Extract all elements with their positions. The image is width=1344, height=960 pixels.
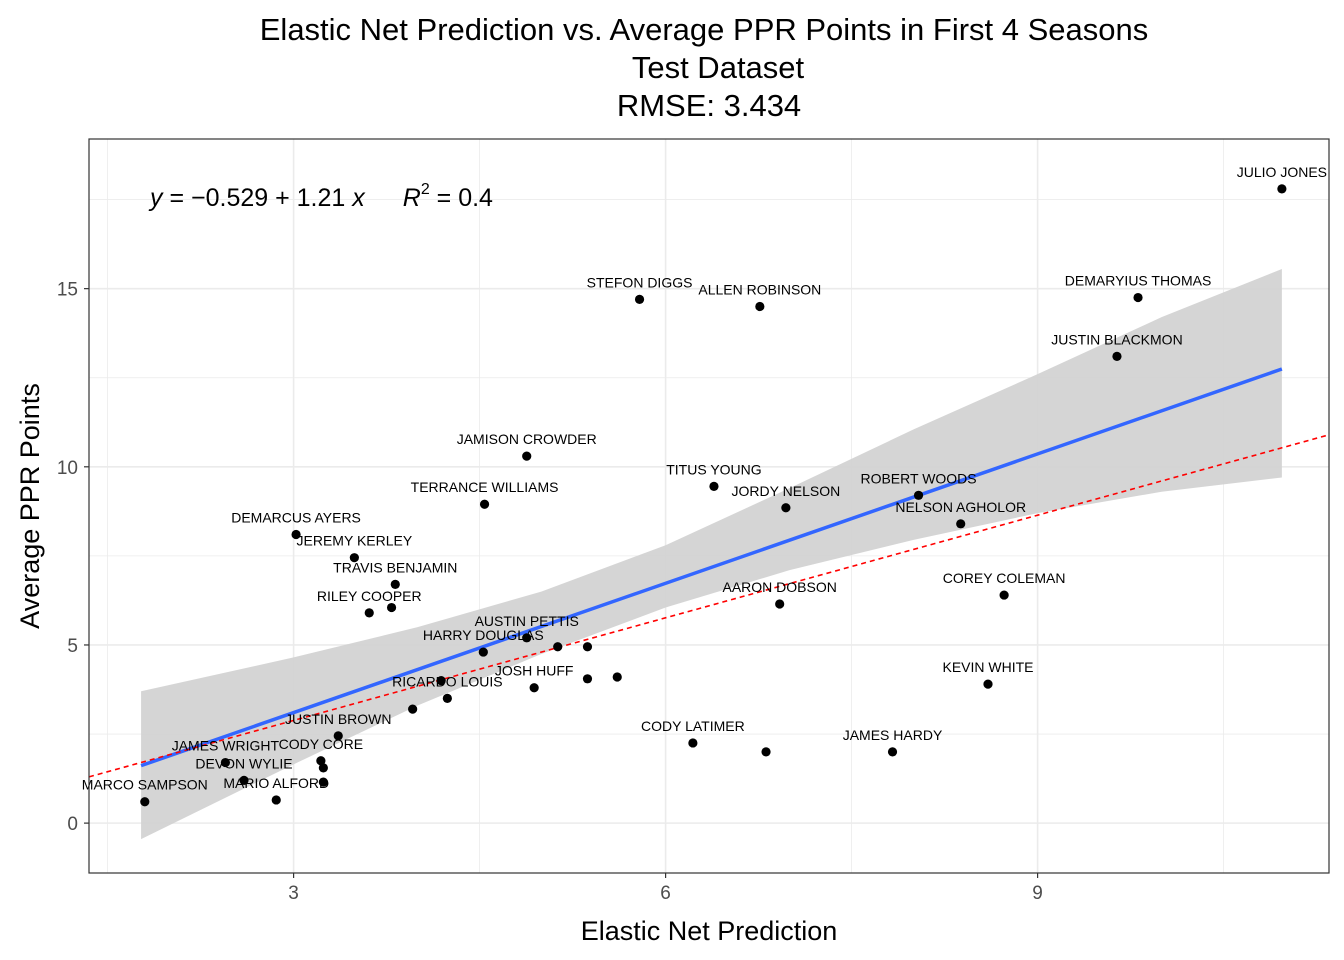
data-point <box>761 747 771 757</box>
point-label: CODY LATIMER <box>641 718 745 734</box>
data-point <box>1133 292 1143 303</box>
point-label: JAMES HARDY <box>843 727 943 743</box>
x-tick-label: 3 <box>288 883 299 904</box>
data-point <box>688 738 698 748</box>
data-point <box>522 633 532 643</box>
y-tick-label: 10 <box>57 458 78 479</box>
point-label: TERRANCE WILLIAMS <box>411 479 559 495</box>
data-point <box>318 763 328 773</box>
data-point <box>140 797 150 807</box>
equation-x: x <box>351 184 366 212</box>
point-label: NELSON AGHOLOR <box>895 499 1026 515</box>
data-point <box>529 683 539 693</box>
data-point <box>983 679 993 689</box>
point-label: DEMARCUS AYERS <box>231 510 361 526</box>
point-label: RICARDO LOUIS <box>392 673 502 689</box>
point-label: JAMES WRIGHT <box>172 738 280 754</box>
data-point <box>612 672 622 682</box>
data-point <box>349 553 359 563</box>
data-point <box>436 675 446 686</box>
panel-border <box>88 138 1330 874</box>
data-point <box>333 731 343 741</box>
data-point <box>522 451 532 461</box>
data-point <box>316 756 326 766</box>
data-point <box>478 647 488 657</box>
point-label: JAMISON CROWDER <box>457 431 597 447</box>
confidence-ribbon <box>141 269 1282 840</box>
data-point <box>271 795 281 805</box>
point-label: TRAVIS BENJAMIN <box>333 559 457 575</box>
point-label: JULIO JONES <box>1237 164 1327 180</box>
data-point <box>239 775 249 785</box>
x-axis-title: Elastic Net Prediction <box>581 916 838 946</box>
chart-subtitle: Test Dataset <box>632 50 805 85</box>
point-label: KEVIN WHITE <box>942 659 1033 675</box>
point-label: HARRY DOUGLAS <box>423 627 544 643</box>
data-point <box>291 529 301 540</box>
data-point <box>582 674 593 684</box>
point-labels: JULIO JONES DEMARYIUS THOMAS JUSTIN BLACKM… <box>82 164 1327 793</box>
regression-equation: y = −0.529 + 1.21 x R2 = 0.4 <box>148 181 493 212</box>
point-label: ALLEN ROBINSON <box>698 281 821 297</box>
x-tick-label: 9 <box>1032 883 1043 904</box>
point-label: STEFON DIGGS <box>587 274 693 290</box>
equation-body: = −0.529 + 1.21 <box>163 184 353 212</box>
data-point <box>887 747 898 757</box>
data-point <box>553 642 563 652</box>
point-label: CODY CORE <box>279 736 364 752</box>
data-point <box>442 693 452 704</box>
data-points <box>140 184 1287 807</box>
data-point <box>582 642 593 652</box>
y-tick-label: 15 <box>57 280 78 301</box>
point-label: TITUS YOUNG <box>666 461 761 477</box>
point-label: MARCO SAMPSON <box>82 777 208 793</box>
trend-lines <box>88 367 1330 778</box>
point-label: DEMARYIUS THOMAS <box>1065 273 1212 289</box>
axis-ticks: 3 6 9 0 5 10 15 <box>57 280 1043 904</box>
regression-line <box>140 367 1283 768</box>
equation-r-value: = 0.4 <box>430 184 493 212</box>
data-point <box>634 294 645 304</box>
data-point <box>956 519 966 529</box>
data-point <box>1277 184 1287 194</box>
data-point <box>775 599 785 609</box>
x-tick-label: 6 <box>660 883 671 904</box>
data-point <box>709 481 719 492</box>
equation-r-exponent: 2 <box>421 181 430 198</box>
y-axis-title: Average PPR Points <box>15 383 45 629</box>
data-point <box>390 579 400 589</box>
point-label: RILEY COOPER <box>317 588 422 604</box>
point-label: JUSTIN BLACKMON <box>1051 331 1182 347</box>
data-point <box>408 704 418 714</box>
point-label: ROBERT WOODS <box>860 470 976 486</box>
data-point <box>755 301 765 312</box>
data-point <box>999 590 1009 600</box>
equation-r: R <box>403 184 421 212</box>
point-label: COREY COLEMAN <box>943 570 1066 586</box>
reference-line <box>88 434 1330 778</box>
data-point <box>1112 351 1122 361</box>
confidence-band <box>141 269 1282 840</box>
point-label: JOSH HUFF <box>495 663 574 679</box>
data-point <box>913 490 924 500</box>
point-label: AUSTIN PETTIS <box>475 613 579 629</box>
point-label: AARON DOBSON <box>723 579 837 595</box>
chart-rmse: RMSE: 3.434 <box>617 88 801 123</box>
equation-y: y <box>148 184 164 212</box>
y-tick-label: 0 <box>67 814 78 835</box>
point-label: MARIO ALFORD <box>223 775 329 791</box>
data-point <box>364 608 374 618</box>
point-label: JEREMY KERLEY <box>297 533 413 549</box>
data-point <box>479 499 490 509</box>
point-label: JORDY NELSON <box>732 483 841 499</box>
point-label: JUSTIN BROWN <box>285 711 392 727</box>
data-point <box>781 503 791 513</box>
chart-title: Elastic Net Prediction vs. Average PPR P… <box>260 12 1149 47</box>
point-label: DEVON WYLIE <box>195 755 292 771</box>
data-point <box>220 757 230 768</box>
data-point <box>386 602 397 613</box>
y-tick-label: 5 <box>67 636 78 657</box>
data-point <box>318 777 328 787</box>
